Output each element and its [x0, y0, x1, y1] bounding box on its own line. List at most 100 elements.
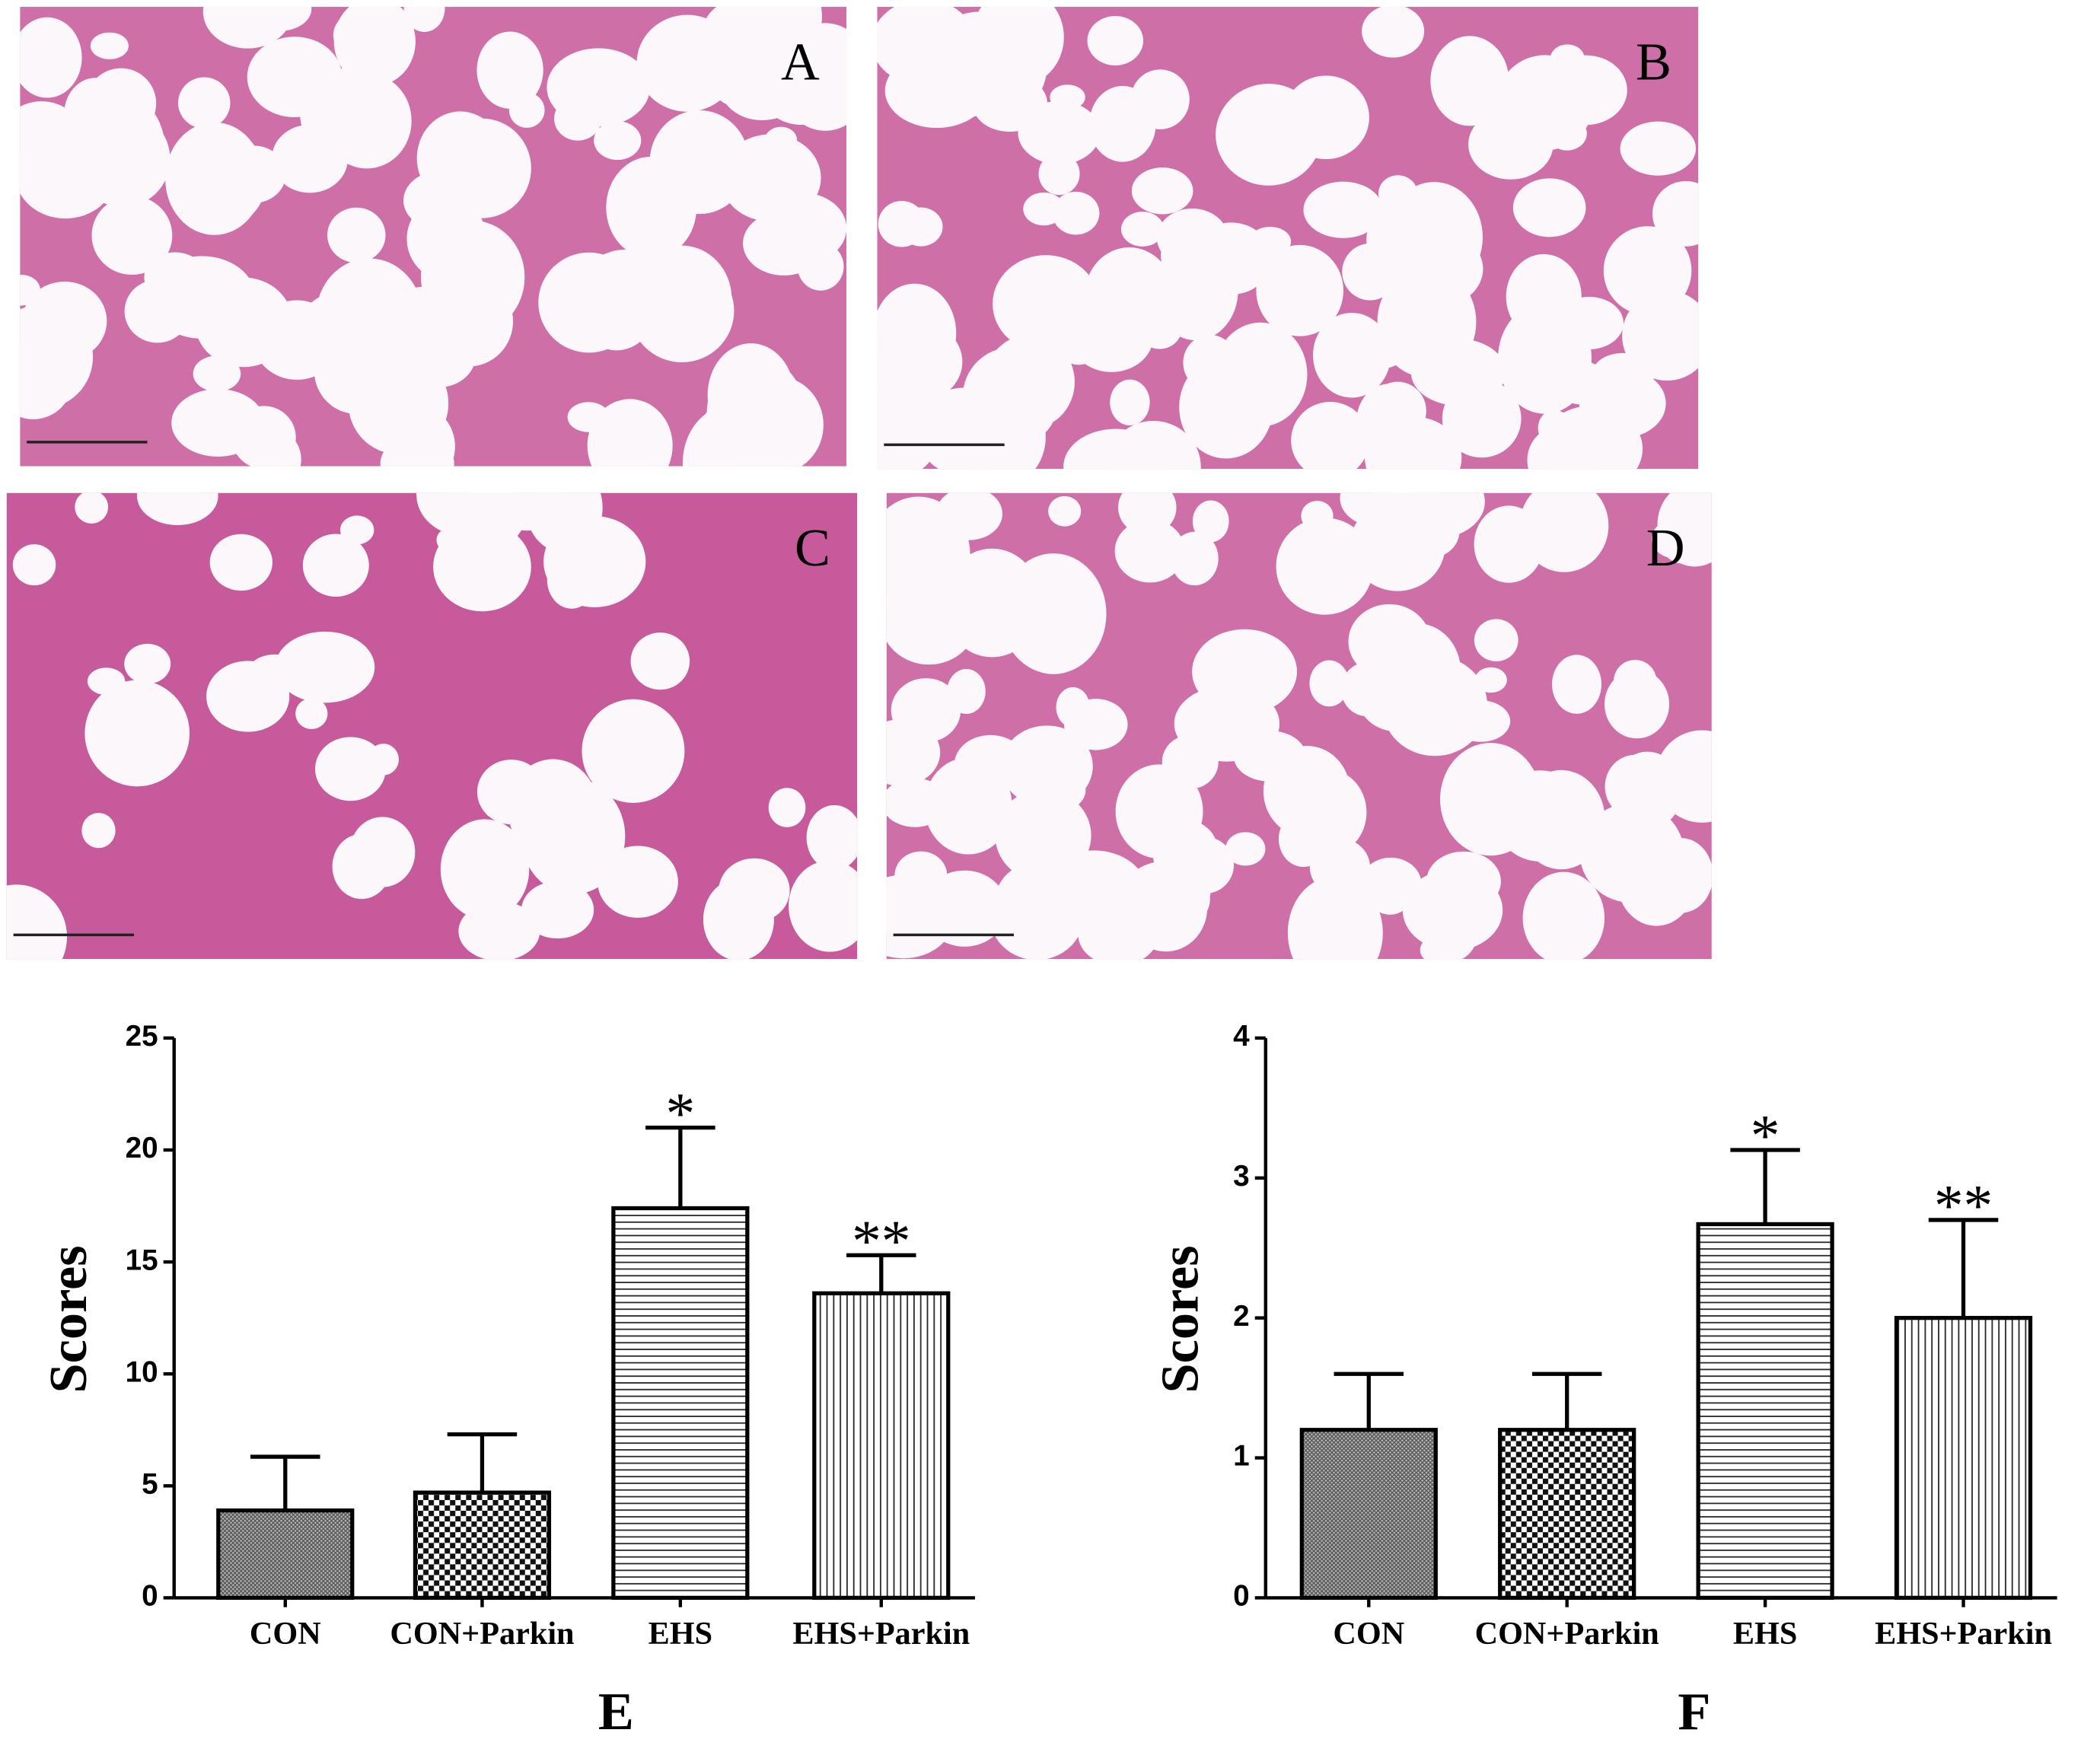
- alveolus: [1405, 203, 1459, 241]
- y-tick-label: 5: [142, 1468, 158, 1501]
- alveolus: [1256, 244, 1343, 336]
- alveolus: [1617, 836, 1696, 926]
- alveolus: [1114, 519, 1185, 583]
- alveolus: [757, 193, 847, 264]
- alveolus: [1325, 347, 1362, 388]
- alveolus: [899, 7, 942, 31]
- alveolus: [420, 220, 525, 334]
- x-tick-label: EHS: [648, 1616, 712, 1652]
- alveolus: [1287, 876, 1383, 960]
- significance: **: [852, 1208, 910, 1273]
- panel-label: C: [795, 518, 830, 578]
- alveolus: [877, 378, 942, 470]
- alveolus: [924, 757, 1012, 855]
- panel-label: A: [781, 32, 820, 91]
- alveolus: [295, 698, 328, 730]
- alveolus: [1000, 553, 1107, 674]
- alveolus: [649, 110, 750, 215]
- x-axis-label: F: [1678, 1682, 1710, 1741]
- alveolus: [1026, 729, 1088, 789]
- y-tick-label: 0: [142, 1580, 158, 1613]
- alveolus: [719, 7, 806, 57]
- significance: *: [666, 1081, 696, 1146]
- alveolus: [1162, 734, 1219, 789]
- micrograph: A: [20, 7, 847, 680]
- micrograph: D: [886, 492, 1712, 960]
- alveolus: [1131, 167, 1193, 215]
- alveolus: [1038, 152, 1080, 196]
- alveolus: [333, 9, 396, 61]
- alveolus: [597, 846, 678, 918]
- alveolus: [124, 643, 171, 684]
- alveolus: [547, 48, 650, 127]
- alveolus: [1052, 191, 1100, 235]
- alveolus: [300, 70, 399, 159]
- alveolus: [1522, 871, 1605, 960]
- alveolus: [1048, 495, 1082, 527]
- alveolus: [1468, 109, 1553, 180]
- alveolus: [1233, 731, 1306, 782]
- alveolus: [137, 492, 218, 526]
- alveolus: [929, 14, 971, 54]
- x-tick-label: CON: [250, 1616, 321, 1652]
- alveolus: [12, 544, 56, 586]
- alveolus: [436, 525, 479, 556]
- alveolus: [935, 492, 1002, 540]
- alveolus: [919, 53, 1002, 119]
- alveolus: [1604, 670, 1670, 739]
- alveolus: [1620, 121, 1697, 176]
- alveoli: [20, 7, 847, 467]
- alveolus: [1192, 629, 1298, 714]
- alveolus: [1660, 516, 1703, 564]
- bar: [216, 1508, 355, 1601]
- bar: [1894, 1316, 2033, 1601]
- alveolus: [476, 31, 543, 109]
- alveolus: [584, 249, 669, 314]
- alveolus: [171, 389, 265, 457]
- alveolus: [1356, 384, 1421, 460]
- panel-label: D: [1646, 518, 1685, 578]
- alveolus: [81, 112, 170, 206]
- alveolus: [81, 813, 116, 849]
- alveolus: [768, 788, 806, 827]
- alveolus: [922, 870, 1008, 947]
- alveolus: [90, 32, 129, 59]
- y-tick-label: 20: [126, 1132, 158, 1164]
- micrographs: A B C D: [6, 7, 1712, 960]
- alveolus: [476, 760, 546, 825]
- alveolus: [1183, 334, 1237, 391]
- alveolus: [209, 534, 272, 591]
- alveolus: [401, 322, 476, 387]
- alveolus: [789, 860, 858, 952]
- alveolus: [806, 804, 858, 871]
- alveolus: [165, 122, 264, 235]
- alveolus: [521, 778, 626, 895]
- bar: [1299, 1428, 1438, 1601]
- alveolus: [253, 431, 301, 467]
- y-axis-label: Scores: [1150, 1245, 1209, 1393]
- panel-label: B: [1636, 32, 1671, 91]
- significance: *: [1751, 1103, 1780, 1168]
- alveolus: [1547, 116, 1587, 151]
- alveolus: [1362, 7, 1425, 58]
- alveolus: [84, 680, 190, 787]
- alveolus: [1309, 660, 1350, 707]
- y-tick-label: 0: [1233, 1580, 1250, 1613]
- x-tick-label: CON+Parkin: [1475, 1616, 1659, 1652]
- alveolus: [1519, 492, 1609, 572]
- alveolus: [1552, 655, 1602, 714]
- alveolus: [1340, 492, 1414, 527]
- alveolus: [469, 492, 497, 508]
- alveolus: [1544, 55, 1627, 126]
- alveolus: [1087, 15, 1144, 65]
- alveolus: [1018, 100, 1101, 164]
- alveolus: [886, 719, 941, 786]
- bar: [413, 1490, 552, 1601]
- alveolus: [327, 207, 386, 263]
- alveolus: [508, 92, 545, 128]
- y-tick-label: 25: [126, 1020, 158, 1053]
- alveolus: [432, 118, 531, 218]
- y-tick-label: 1: [1233, 1440, 1250, 1473]
